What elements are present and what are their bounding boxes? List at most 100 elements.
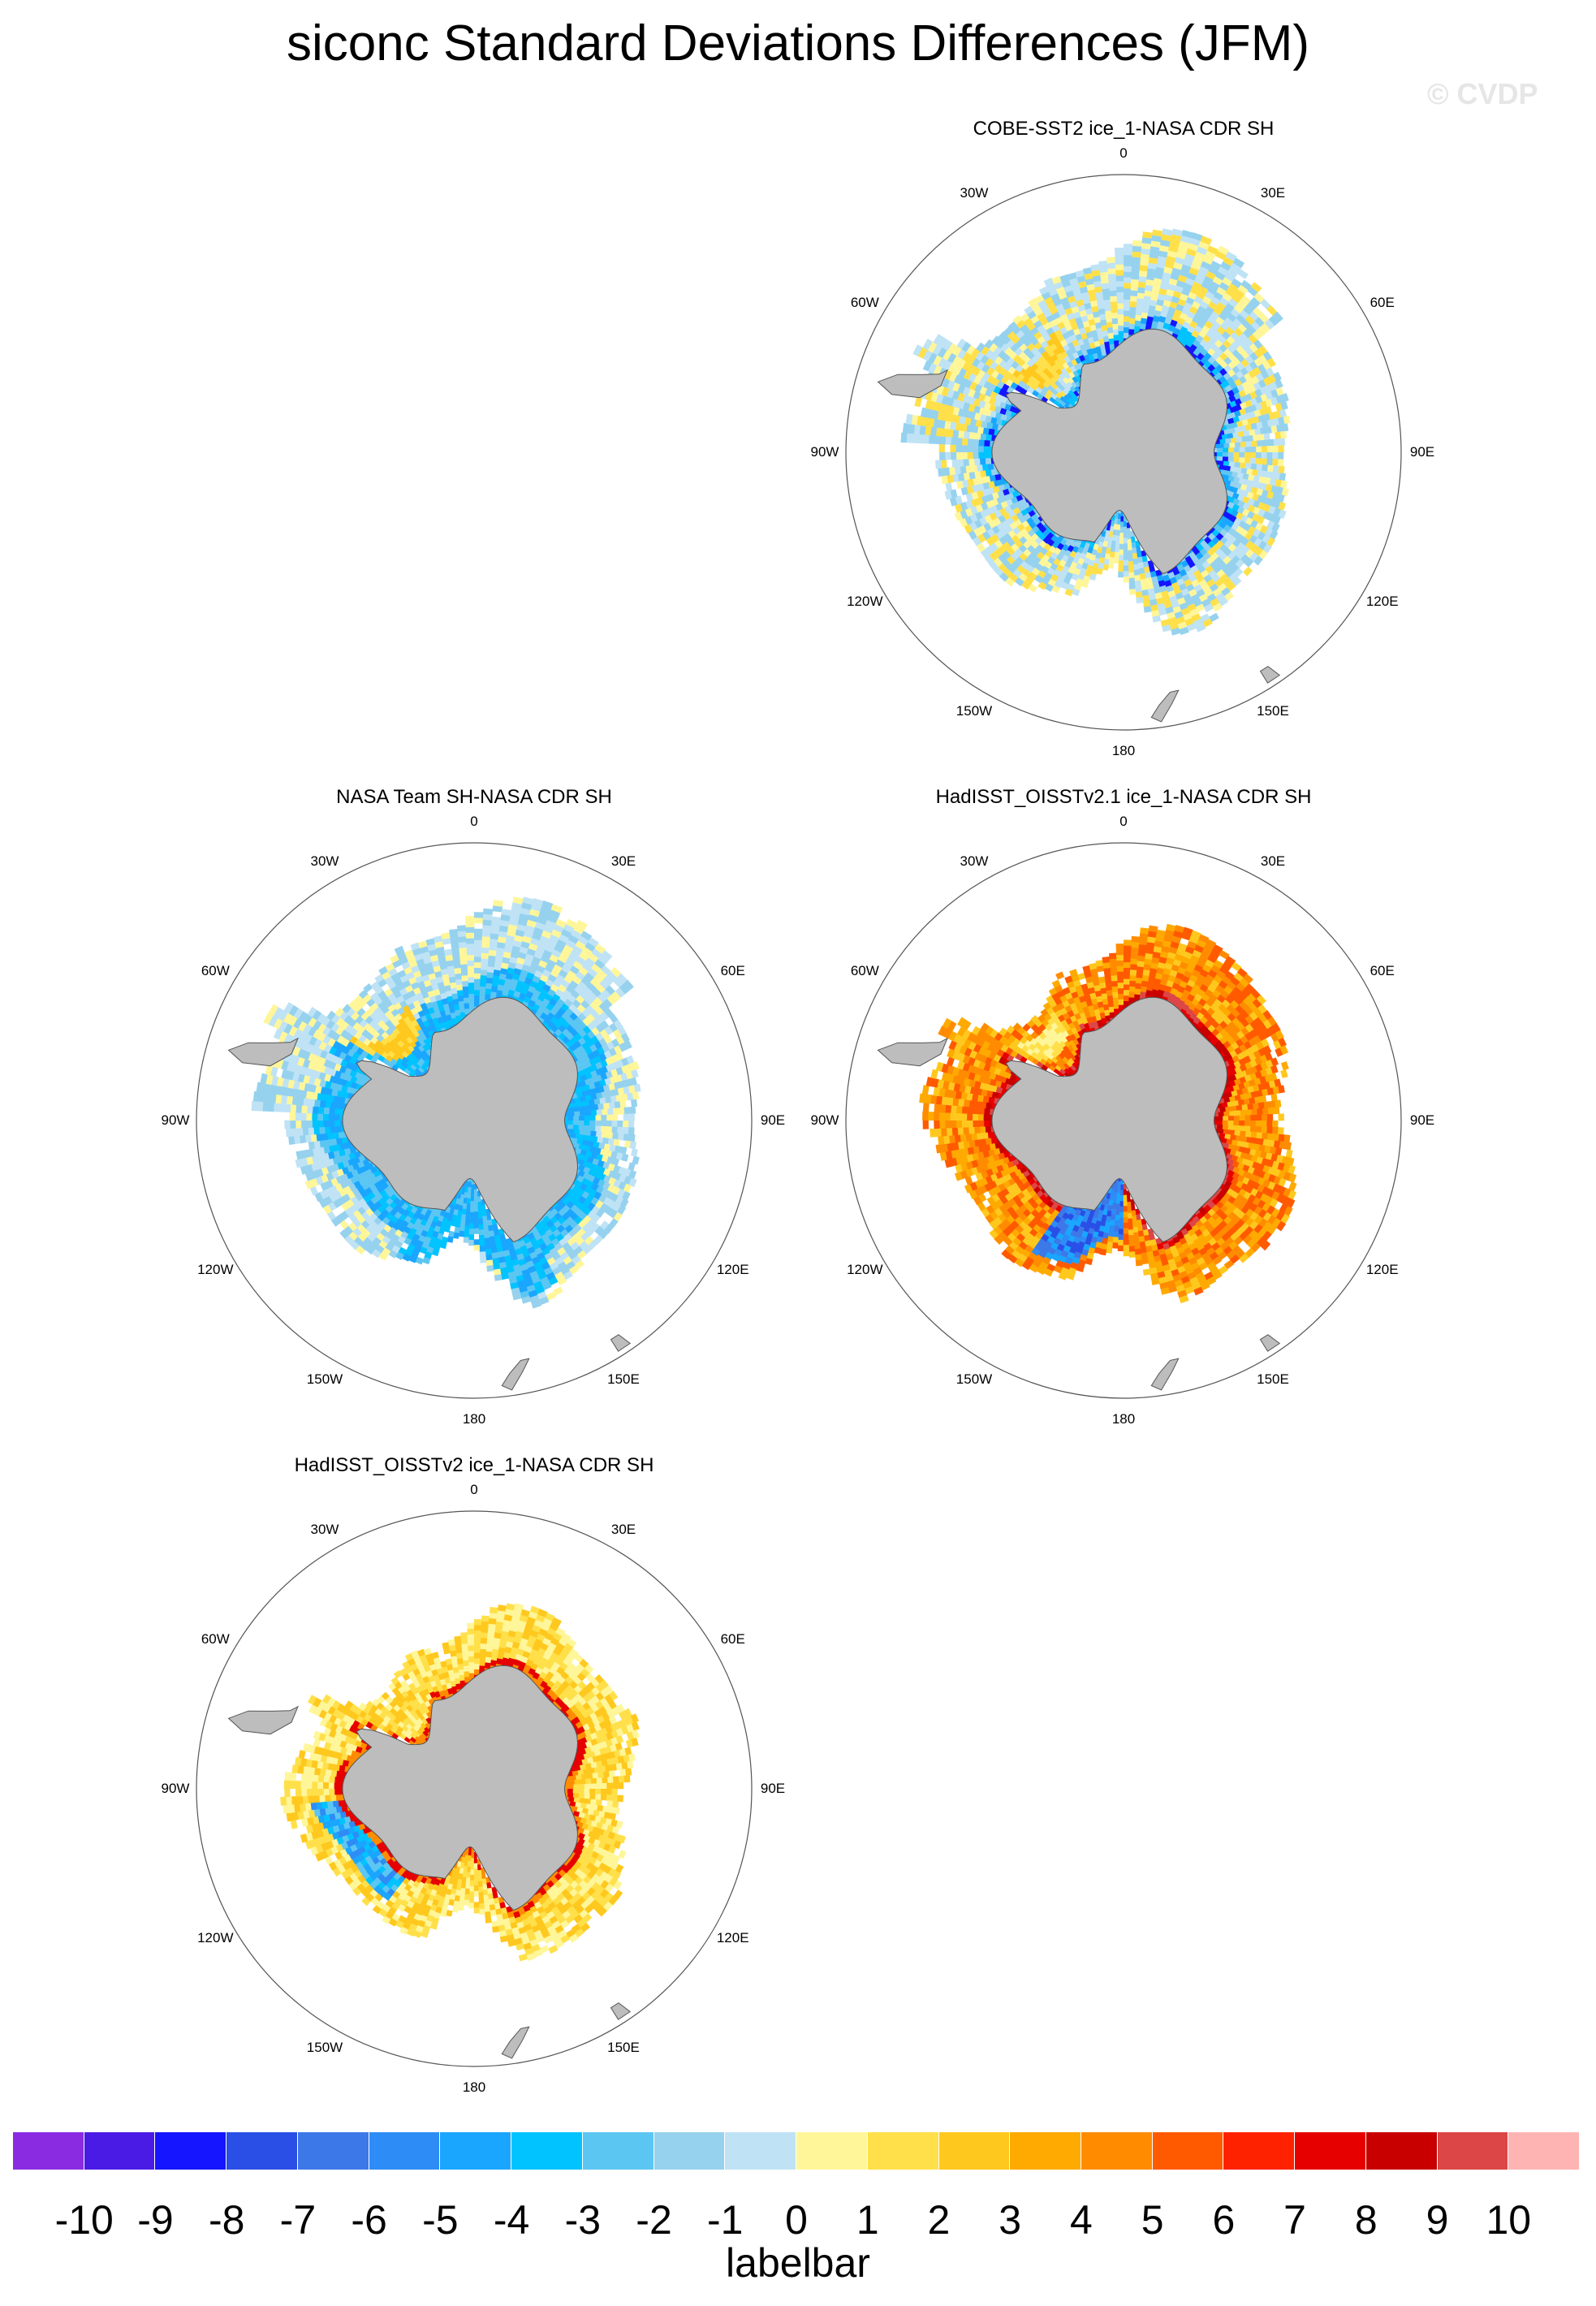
ice-cell <box>603 975 614 986</box>
ice-cell <box>415 1004 423 1013</box>
ice-cell <box>1205 291 1215 300</box>
ice-cell <box>1072 1007 1080 1015</box>
ice-cell <box>323 1146 330 1154</box>
ice-cell <box>976 542 986 553</box>
ice-cell <box>1090 568 1098 576</box>
ice-cell <box>999 1064 1008 1072</box>
ice-cell <box>468 993 475 1000</box>
ice-cell <box>1123 565 1129 572</box>
ice-cell <box>973 1195 982 1206</box>
ice-cell <box>1102 957 1111 964</box>
ice-cell <box>1079 309 1088 317</box>
ice-cell <box>391 1245 400 1254</box>
ice-cell <box>951 1105 957 1113</box>
ice-cell <box>455 973 462 980</box>
ice-cell <box>490 938 498 946</box>
ice-cell <box>941 475 948 485</box>
ice-cell <box>316 1160 324 1170</box>
ice-cell <box>1272 452 1279 460</box>
ice-cell <box>345 1142 352 1149</box>
ice-cell <box>605 1190 615 1200</box>
ice-cell <box>433 988 441 996</box>
ice-cell <box>586 1039 595 1047</box>
ice-cell <box>1258 313 1270 324</box>
ice-cell <box>480 1257 487 1263</box>
ice-cell <box>578 966 589 977</box>
ice-cell <box>1069 277 1079 286</box>
ice-cell <box>1216 569 1226 578</box>
ice-cell <box>1137 298 1145 305</box>
ice-cell <box>396 1057 404 1064</box>
ice-cell <box>550 929 563 939</box>
ice-cell <box>420 1054 427 1061</box>
ice-cell <box>1227 433 1234 439</box>
ice-cell <box>593 1191 602 1200</box>
ice-cell <box>486 1219 493 1226</box>
ice-cell <box>1272 417 1280 426</box>
ice-cell <box>416 980 426 989</box>
ice-cell <box>952 1074 960 1084</box>
ice-cell <box>446 965 455 973</box>
ice-cell <box>517 952 528 960</box>
ice-cell <box>972 445 978 452</box>
ice-cell <box>567 954 577 965</box>
ice-cell <box>355 1015 364 1025</box>
ice-cell <box>334 1114 340 1121</box>
ice-cell <box>968 373 977 382</box>
ice-cell <box>1239 452 1245 458</box>
ice-cell <box>474 961 481 969</box>
ice-cell <box>1059 399 1066 407</box>
ice-cell <box>1085 330 1093 339</box>
ice-cell <box>1236 472 1244 479</box>
ice-cell <box>353 1151 361 1159</box>
longitude-label: 0 <box>1119 145 1128 161</box>
ice-cell <box>583 1166 591 1174</box>
ice-cell <box>421 1241 429 1250</box>
ice-cell <box>546 914 559 924</box>
ice-cell <box>403 1068 411 1075</box>
ice-cell <box>1198 266 1210 275</box>
ice-cell <box>1262 496 1270 505</box>
ice-cell <box>1101 1214 1107 1221</box>
ice-cell <box>1042 1054 1050 1061</box>
ice-cell <box>449 1006 455 1013</box>
ice-cell <box>999 536 1007 546</box>
ice-cell <box>1043 277 1054 287</box>
ice-cell <box>1186 248 1197 257</box>
ice-cell <box>339 1065 347 1073</box>
ice-cell <box>1162 322 1171 330</box>
ice-cell <box>997 1222 1007 1232</box>
ice-cell <box>1191 300 1201 310</box>
ice-cell <box>1102 288 1111 296</box>
ice-cell <box>1109 958 1117 965</box>
ice-cell <box>304 1082 312 1092</box>
ice-cell <box>1261 490 1269 498</box>
ice-cell <box>612 1088 619 1097</box>
ice-cell <box>347 1017 357 1028</box>
ice-cell <box>425 1048 432 1056</box>
ice-cell <box>521 1250 530 1259</box>
ice-cell <box>555 918 567 928</box>
ice-cell <box>993 548 1003 558</box>
ice-cell <box>1066 1272 1076 1280</box>
ice-cell <box>1261 452 1267 459</box>
ice-cell <box>348 1231 358 1242</box>
longitude-label: 90E <box>1409 444 1435 460</box>
ice-cell <box>1115 1203 1120 1210</box>
ice-cell <box>999 1204 1007 1214</box>
ice-cell <box>1194 251 1206 261</box>
ice-cell <box>1241 435 1249 443</box>
ice-cell <box>932 343 943 356</box>
ice-cell <box>1150 294 1159 301</box>
ice-cell <box>582 1139 589 1147</box>
ice-cell <box>485 982 493 990</box>
ice-cell <box>463 997 469 1004</box>
ice-cell <box>589 1125 596 1132</box>
ice-cell <box>590 1222 601 1232</box>
ice-cell <box>596 1153 604 1161</box>
ice-cell <box>1219 312 1228 322</box>
ice-cell <box>1160 619 1170 627</box>
ice-cell <box>1075 316 1083 325</box>
ice-cell <box>1236 313 1246 324</box>
ice-cell <box>431 1230 439 1238</box>
